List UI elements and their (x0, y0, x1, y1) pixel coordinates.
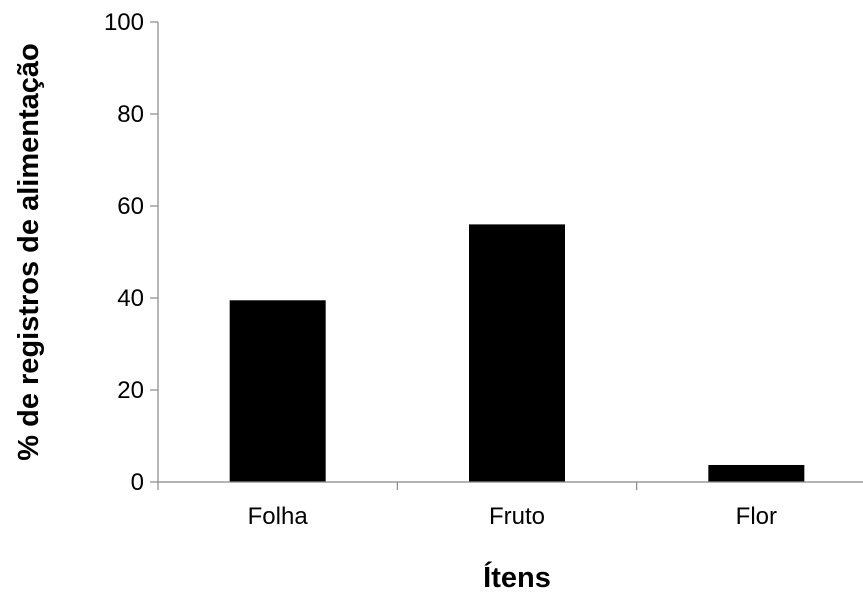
x-tick-label-flor: Flor (736, 503, 777, 530)
bar-folha (229, 300, 326, 482)
bar-flor (708, 464, 805, 482)
y-tick-label: 100 (104, 9, 144, 36)
bars (229, 224, 805, 482)
y-tick-label: 80 (117, 101, 144, 128)
y-tick-label: 20 (117, 377, 144, 404)
bar-fruto (469, 224, 565, 482)
y-tick-label: 0 (131, 469, 144, 496)
x-tick-label-fruto: Fruto (489, 503, 545, 530)
y-axis-title: % de registros de alimentação (13, 43, 45, 460)
x-tick-label-folha: Folha (248, 503, 309, 530)
y-axis-ticks: 0 20 40 60 80 100 (104, 9, 158, 496)
y-tick-label: 60 (117, 193, 144, 220)
x-axis-ticks: Folha Fruto Flor (157, 482, 777, 530)
y-tick-label: 40 (117, 285, 144, 312)
x-axis-title: Ítens (483, 560, 551, 590)
